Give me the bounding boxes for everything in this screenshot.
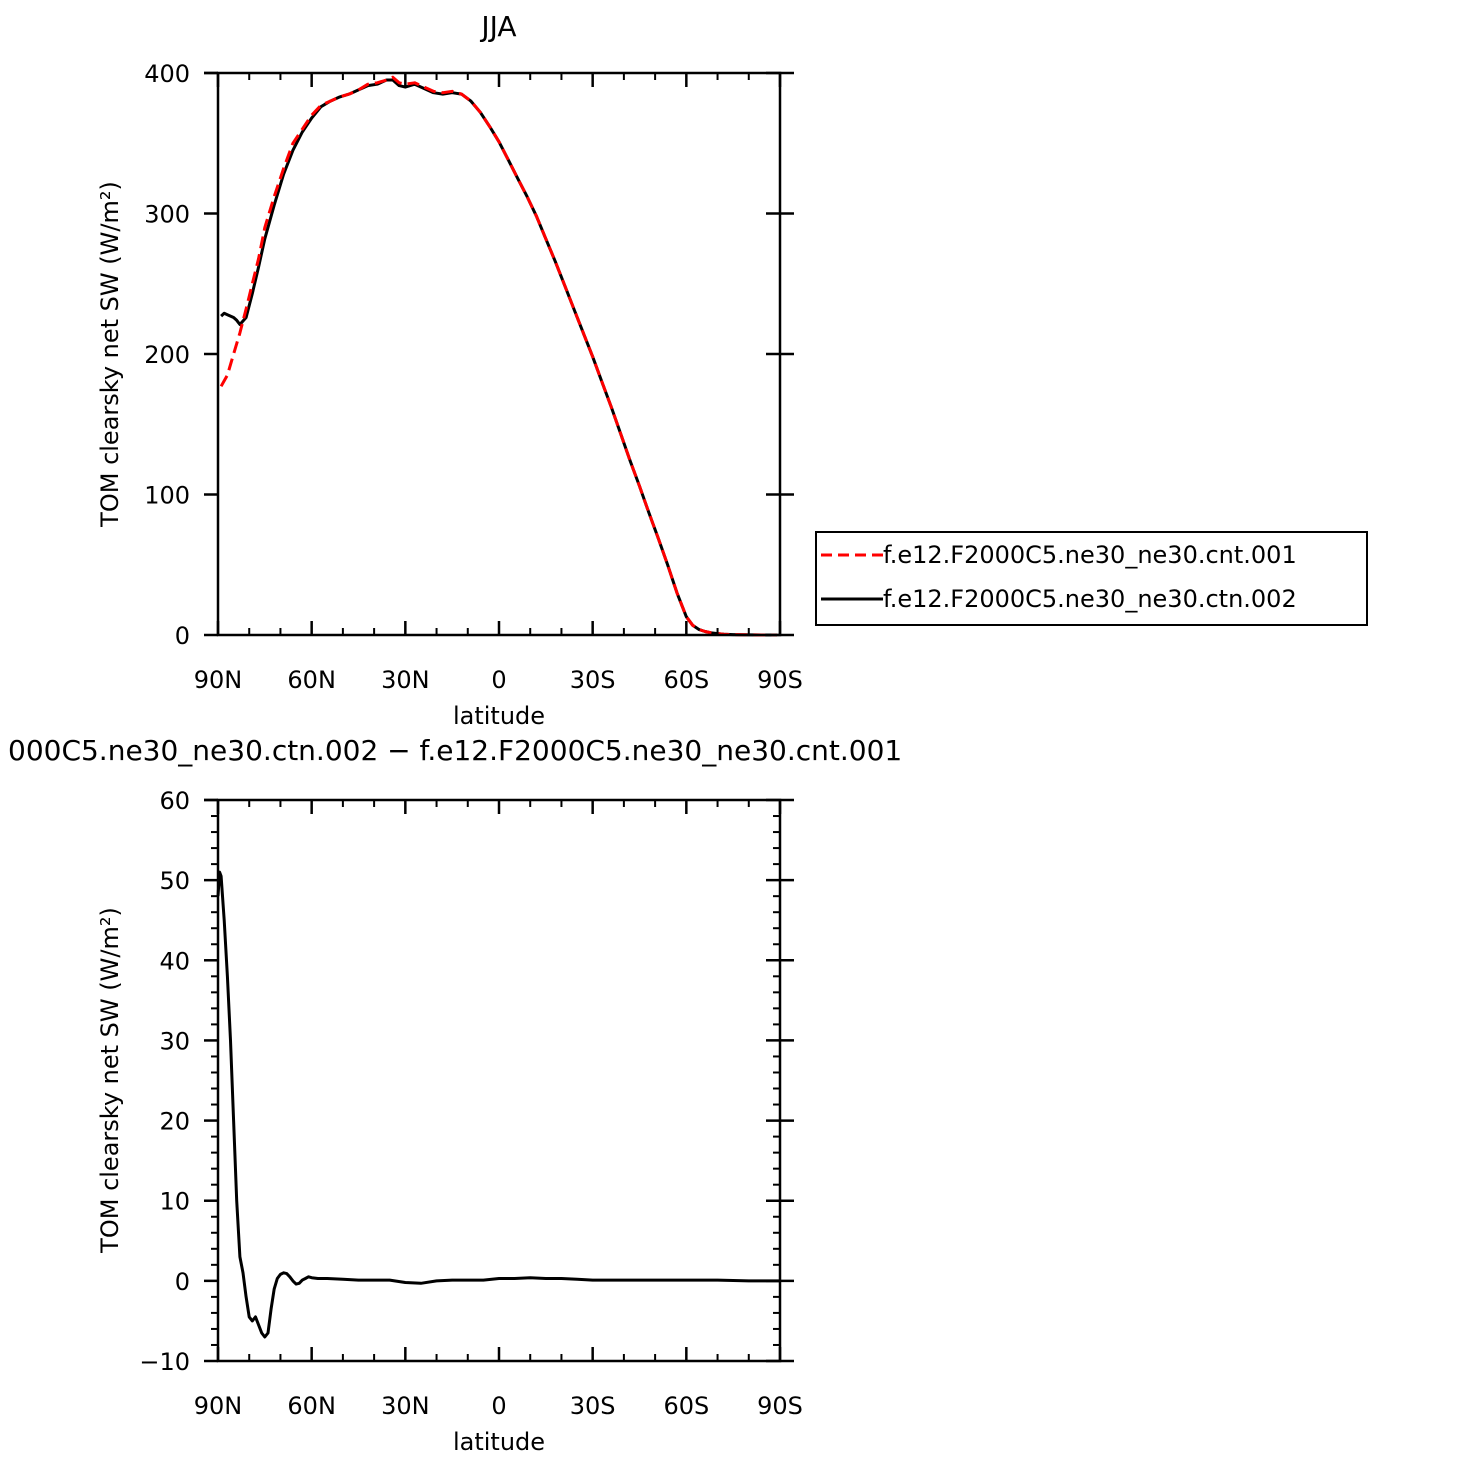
bottom-y-tick-label: 10: [159, 1188, 190, 1216]
top-x-tick-label: 60N: [287, 666, 336, 694]
top-y-tick-label: 300: [144, 201, 190, 229]
bottom-plot-area: 90N 60N 30N 0 30S 60S 90S −10 0 10 20 30 40 50 60: [139, 787, 803, 1420]
bottom-x-tick-label: 60S: [663, 1392, 709, 1420]
bottom-chart-xlabel: latitude: [453, 1428, 545, 1456]
top-x-tick-label: 0: [491, 666, 506, 694]
top-y-tick-label: 0: [175, 622, 190, 650]
top-chart: JJA TOM clearsky net SW (W/m²) latitude …: [96, 10, 1368, 730]
bottom-y-tick-label: 40: [159, 947, 190, 975]
top-x-tick-label: 90S: [757, 666, 803, 694]
bottom-series-1-line: [216, 870, 780, 1339]
top-chart-ylabel: TOM clearsky net SW (W/m²): [96, 181, 124, 528]
bottom-y-tick-label: 20: [159, 1108, 190, 1136]
top-x-tick-label: 30S: [570, 666, 616, 694]
bottom-y-tick-label: 50: [159, 867, 190, 895]
bottom-chart: 000C5.ne30_ne30.ctn.002 − f.e12.F2000C5.…: [8, 734, 902, 1456]
bottom-y-tick-label: −10: [139, 1348, 190, 1376]
bottom-chart-ylabel: TOM clearsky net SW (W/m²): [96, 907, 124, 1254]
bottom-y-tick-label: 30: [159, 1027, 190, 1055]
top-x-tick-label: 30N: [381, 666, 430, 694]
top-chart-title: JJA: [479, 10, 516, 43]
legend: f.e12.F2000C5.ne30_ne30.cnt.001 f.e12.F2…: [815, 531, 1368, 626]
top-chart-xlabel: latitude: [453, 702, 545, 730]
bottom-x-tick-label: 30S: [570, 1392, 616, 1420]
legend-label-ctn002: f.e12.F2000C5.ne30_ne30.ctn.002: [883, 585, 1297, 613]
top-frame: [216, 71, 782, 637]
top-y-tick-label: 400: [144, 60, 190, 88]
bottom-chart-title: 000C5.ne30_ne30.ctn.002 − f.e12.F2000C5.…: [8, 734, 902, 767]
bottom-x-tick-label: 0: [491, 1392, 506, 1420]
legend-box: [815, 531, 1368, 626]
bottom-x-tick-label: 90S: [757, 1392, 803, 1420]
bottom-y-tick-label: 0: [175, 1268, 190, 1296]
top-x-tick-label: 60S: [663, 666, 709, 694]
bottom-y-tick-label: 60: [159, 787, 190, 815]
top-plot-area: 90N 60N 30N 0 30S 60S 90S 0 100 200 300 400: [144, 60, 803, 694]
top-y-tick-label: 100: [144, 482, 190, 510]
top-series-1-line: [219, 75, 777, 637]
top-x-tick-label: 90N: [194, 666, 243, 694]
bottom-x-tick-label: 90N: [194, 1392, 243, 1420]
bottom-x-tick-label: 60N: [287, 1392, 336, 1420]
top-y-tick-label: 200: [144, 341, 190, 369]
bottom-x-tick-label: 30N: [381, 1392, 430, 1420]
top-series-2-line: [220, 78, 777, 637]
legend-label-cnt001: f.e12.F2000C5.ne30_ne30.cnt.001: [883, 541, 1297, 569]
bottom-frame: [216, 798, 782, 1363]
